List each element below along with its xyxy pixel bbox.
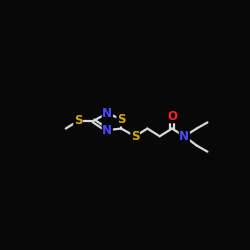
Text: N: N bbox=[102, 124, 112, 136]
Text: N: N bbox=[179, 130, 189, 143]
Text: N: N bbox=[102, 107, 112, 120]
Text: S: S bbox=[74, 114, 82, 127]
Text: S: S bbox=[117, 113, 126, 126]
Text: S: S bbox=[131, 130, 139, 143]
Text: O: O bbox=[167, 110, 177, 123]
